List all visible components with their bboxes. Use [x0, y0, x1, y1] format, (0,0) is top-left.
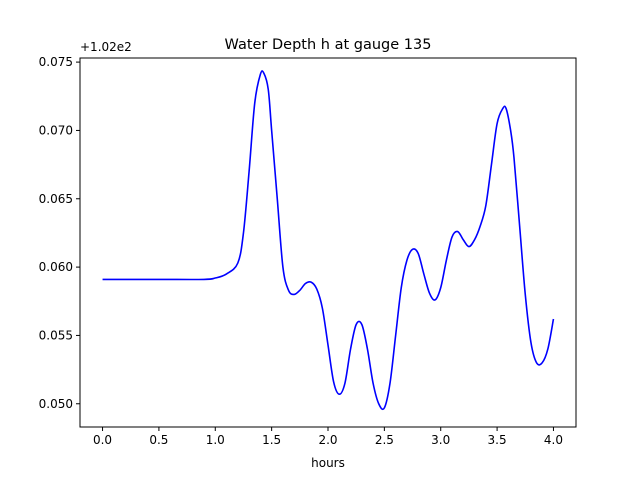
y-tick-label: 0.070: [39, 123, 73, 137]
y-tick-label: 0.055: [39, 328, 73, 342]
y-tick-label: 0.050: [39, 397, 73, 411]
series-layer: [102, 70, 555, 411]
y-tick-label: 0.060: [39, 260, 73, 274]
chart-title: Water Depth h at gauge 135: [225, 37, 432, 53]
x-tick-label: 0.5: [149, 433, 168, 447]
x-tick-label: 3.5: [488, 433, 507, 447]
x-tick-label: 0.0: [93, 433, 112, 447]
x-tick-label: 4.0: [544, 433, 563, 447]
y-tick-label: 0.065: [39, 192, 73, 206]
ticks-layer: 0.0 0.5 1.0 1.5 2.0 2.5 3.0 3.5 4.0 0.050 0.055 0.0…: [39, 55, 563, 447]
x-tick-label: 2.0: [318, 433, 337, 447]
y-offset-label: +1.02e2: [80, 40, 132, 54]
x-tick-label: 1.0: [206, 433, 225, 447]
x-tick-label: 2.5: [375, 433, 394, 447]
x-axis-label: hours: [311, 456, 345, 470]
series-line: [102, 70, 555, 411]
x-tick-label: 3.0: [431, 433, 450, 447]
x-tick-label: 1.5: [262, 433, 281, 447]
plot-frame: [79, 57, 577, 428]
y-tick-label: 0.075: [39, 55, 73, 69]
